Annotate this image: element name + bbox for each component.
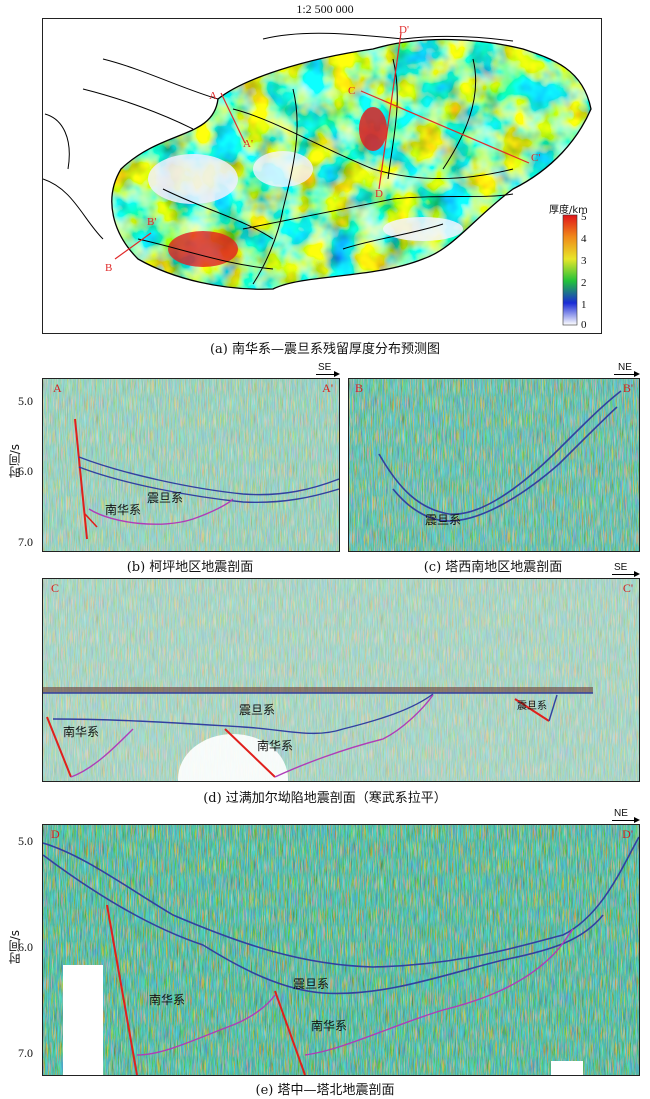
panel-d-layer-sinian-right: 震旦系 xyxy=(517,701,547,712)
map-label-b: B xyxy=(105,262,112,274)
map-label-c: C xyxy=(348,85,355,97)
panel-e-right-label: D' xyxy=(622,827,633,841)
panel-b-right-label: A' xyxy=(322,381,333,395)
thickness-map: D' C A A' C' D B' B xyxy=(43,24,592,326)
legend-colorbar xyxy=(562,214,578,326)
panel-c-right-label: B' xyxy=(622,381,633,395)
caption-a: (a) 南华系—震旦系残留厚度分布预测图 xyxy=(209,342,441,357)
map-label-a: A xyxy=(209,90,217,102)
panel-d-left-label: C xyxy=(51,581,60,595)
panel-e-layer-nanhua-left: 南华系 xyxy=(149,993,186,1007)
panel-d-layer-sinian: 震旦系 xyxy=(239,703,276,717)
panel-b-tick-5: 5.0 xyxy=(18,394,33,408)
legend-tick-4: 4 xyxy=(581,233,587,245)
seismic-section-e: D D' 震旦系 南华系 南华系 xyxy=(42,824,640,1076)
panel-d-right-label: C' xyxy=(622,581,633,595)
caption-e: (e) 塔中—塔北地震剖面 xyxy=(255,1083,395,1098)
panel-d-direction: SE xyxy=(614,562,628,573)
map-label-a-prime: A' xyxy=(243,138,253,150)
panel-b-layer-nanhua: 南华系 xyxy=(105,503,142,517)
panel-b-tick-7: 7.0 xyxy=(18,535,33,549)
panel-e-tick-6: 6.0 xyxy=(18,940,33,954)
legend-title: 厚度/km xyxy=(549,205,588,216)
seismic-section-c: B B' 震旦系 xyxy=(348,378,640,552)
map-label-c-prime: C' xyxy=(531,152,540,164)
panel-c-direction: NE xyxy=(618,362,632,373)
panel-d-layer-nanhua-mid: 南华系 xyxy=(257,739,294,753)
legend-tick-1: 1 xyxy=(581,299,587,311)
panel-e-tick-5: 5.0 xyxy=(18,834,33,848)
panel-b-tick-6: 6.0 xyxy=(18,464,33,478)
map-label-d-prime: D' xyxy=(399,24,409,36)
panel-b-left-label: A xyxy=(53,381,62,395)
legend-tick-3: 3 xyxy=(581,255,587,267)
caption-d: (d) 过满加尔坳陷地震剖面（寒武系拉平） xyxy=(203,791,447,806)
panel-e-direction: NE xyxy=(614,808,628,819)
legend-tick-2: 2 xyxy=(581,277,587,289)
panel-c-layer-sinian: 震旦系 xyxy=(425,513,462,527)
panel-e-layer-nanhua-mid: 南华系 xyxy=(311,1019,348,1033)
map-label-d: D xyxy=(375,188,383,200)
panel-e-layer-sinian: 震旦系 xyxy=(293,977,330,991)
panel-e-tick-7: 7.0 xyxy=(18,1046,33,1060)
panel-c-left-label: B xyxy=(355,381,364,395)
legend-tick-5: 5 xyxy=(581,211,587,223)
map-scale: 1:2 500 000 xyxy=(296,2,354,16)
panel-b-direction: SE xyxy=(318,362,332,373)
legend-tick-0: 0 xyxy=(581,319,587,331)
panel-b-layer-sinian: 震旦系 xyxy=(147,491,184,505)
caption-b: (b) 柯坪地区地震剖面 xyxy=(126,560,254,575)
panel-e-left-label: D xyxy=(51,827,60,841)
panel-d-layer-nanhua-left: 南华系 xyxy=(63,725,100,739)
caption-c: (c) 塔西南地区地震剖面 xyxy=(423,560,563,575)
seismic-section-b: A A' 震旦系 南华系 xyxy=(42,378,340,552)
seismic-section-d: C C' 震旦系 南华系 南华系 震旦系 xyxy=(42,578,640,782)
thickness-map-panel: D' C A A' C' D B' B 厚度/km 5 4 3 2 1 0 xyxy=(42,18,602,334)
map-label-b-prime: B' xyxy=(147,216,156,228)
